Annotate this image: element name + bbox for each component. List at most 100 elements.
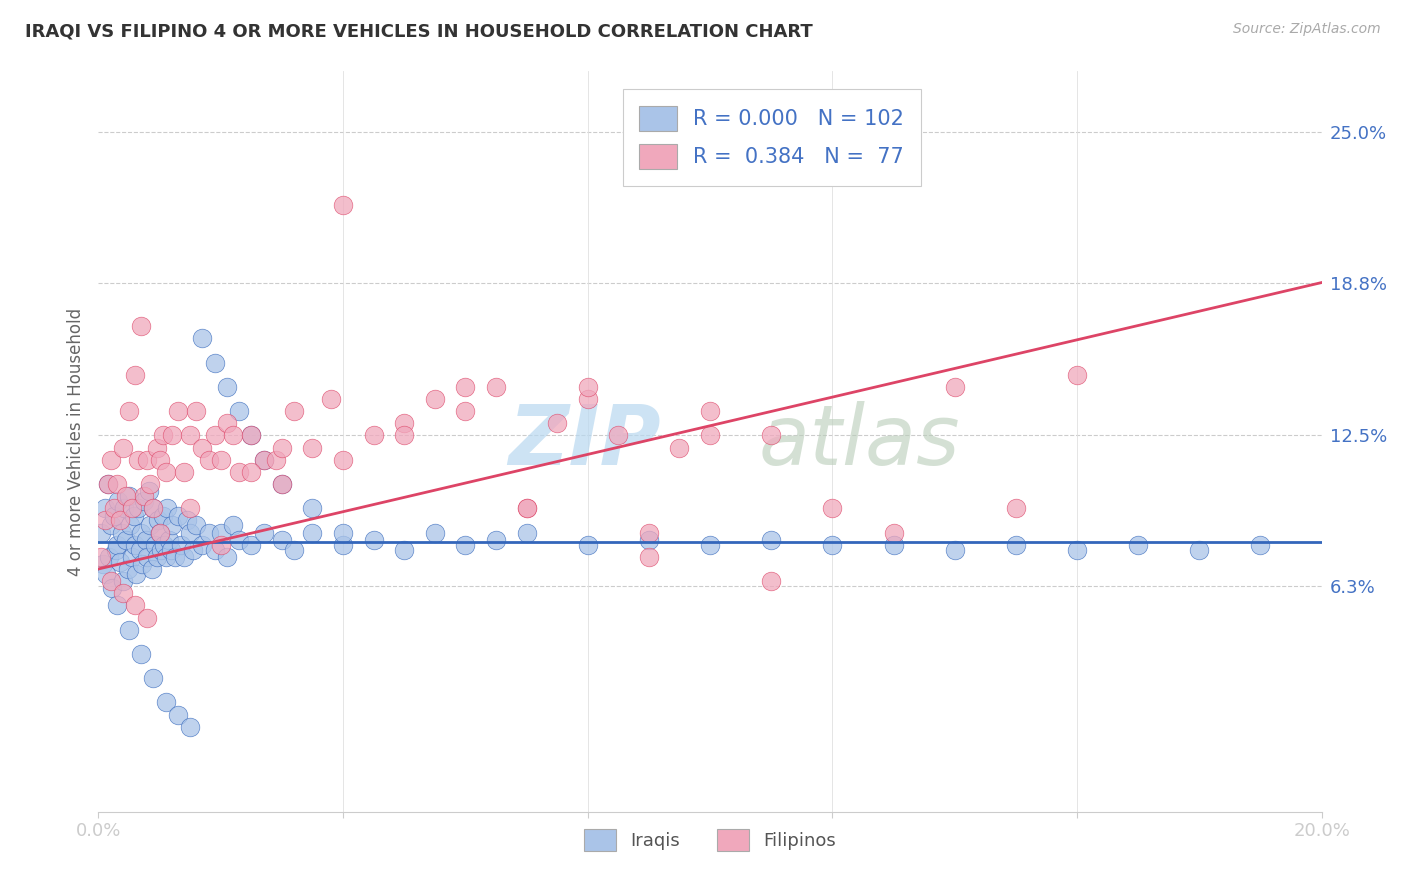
Point bbox=[761, 574, 783, 588]
Point bbox=[105, 599, 128, 613]
Point bbox=[1188, 542, 1211, 557]
Point bbox=[228, 404, 250, 418]
Point bbox=[170, 538, 193, 552]
Point bbox=[167, 508, 190, 523]
Point bbox=[105, 538, 128, 552]
Point bbox=[176, 513, 198, 527]
Point bbox=[222, 518, 245, 533]
Point bbox=[332, 525, 354, 540]
Point bbox=[204, 356, 226, 370]
Point bbox=[332, 198, 354, 212]
Point bbox=[423, 392, 446, 406]
Point bbox=[173, 465, 195, 479]
Point bbox=[209, 525, 232, 540]
Point bbox=[157, 533, 180, 547]
Point bbox=[136, 452, 159, 467]
Point bbox=[454, 380, 477, 394]
Point bbox=[142, 671, 165, 685]
Point bbox=[283, 542, 305, 557]
Point bbox=[668, 441, 690, 455]
Point bbox=[222, 428, 245, 442]
Point bbox=[149, 452, 172, 467]
Point bbox=[167, 404, 190, 418]
Point bbox=[215, 549, 238, 564]
Point bbox=[191, 331, 214, 345]
Point bbox=[149, 525, 172, 540]
Point bbox=[516, 525, 538, 540]
Point bbox=[883, 525, 905, 540]
Point bbox=[215, 380, 238, 394]
Point bbox=[699, 428, 721, 442]
Point bbox=[136, 549, 159, 564]
Point bbox=[167, 707, 190, 722]
Point bbox=[392, 417, 416, 431]
Point bbox=[576, 538, 599, 552]
Point bbox=[152, 428, 174, 442]
Point bbox=[103, 508, 125, 523]
Point bbox=[270, 533, 294, 547]
Point bbox=[97, 477, 120, 491]
Point bbox=[186, 518, 208, 533]
Point bbox=[179, 428, 201, 442]
Point bbox=[179, 525, 201, 540]
Point bbox=[240, 465, 263, 479]
Point bbox=[129, 525, 152, 540]
Point bbox=[163, 549, 186, 564]
Point bbox=[191, 538, 214, 552]
Point bbox=[883, 538, 905, 552]
Point bbox=[179, 501, 201, 516]
Point bbox=[142, 501, 165, 516]
Point bbox=[637, 549, 661, 564]
Point bbox=[160, 428, 183, 442]
Point bbox=[283, 404, 305, 418]
Point bbox=[108, 513, 131, 527]
Point bbox=[516, 501, 538, 516]
Point bbox=[149, 542, 172, 557]
Point bbox=[204, 542, 226, 557]
Point bbox=[105, 477, 128, 491]
Point bbox=[252, 525, 274, 540]
Y-axis label: 4 or more Vehicles in Household: 4 or more Vehicles in Household bbox=[66, 308, 84, 575]
Point bbox=[145, 549, 167, 564]
Point bbox=[516, 501, 538, 516]
Point bbox=[139, 477, 162, 491]
Point bbox=[131, 557, 153, 571]
Point bbox=[155, 465, 177, 479]
Point bbox=[637, 533, 661, 547]
Point bbox=[270, 477, 294, 491]
Point bbox=[576, 392, 599, 406]
Point bbox=[149, 525, 172, 540]
Point bbox=[103, 501, 125, 516]
Point bbox=[124, 538, 146, 552]
Point bbox=[637, 525, 661, 540]
Point bbox=[1250, 538, 1272, 552]
Point bbox=[821, 538, 844, 552]
Point bbox=[699, 538, 721, 552]
Point bbox=[423, 525, 446, 540]
Point bbox=[118, 489, 141, 503]
Point bbox=[454, 404, 477, 418]
Point bbox=[100, 452, 122, 467]
Point bbox=[143, 538, 166, 552]
Point bbox=[107, 494, 129, 508]
Point bbox=[129, 319, 152, 334]
Point bbox=[240, 538, 263, 552]
Point bbox=[1066, 542, 1088, 557]
Point bbox=[228, 533, 250, 547]
Point bbox=[104, 542, 127, 557]
Point bbox=[485, 533, 508, 547]
Point bbox=[363, 428, 385, 442]
Point bbox=[252, 452, 274, 467]
Point bbox=[90, 525, 112, 540]
Point bbox=[118, 623, 141, 637]
Point bbox=[124, 368, 146, 382]
Point bbox=[332, 538, 354, 552]
Point bbox=[209, 452, 232, 467]
Point bbox=[93, 501, 115, 516]
Point bbox=[270, 441, 294, 455]
Point bbox=[761, 533, 783, 547]
Point bbox=[191, 441, 214, 455]
Point bbox=[142, 501, 165, 516]
Point bbox=[363, 533, 385, 547]
Point bbox=[135, 533, 157, 547]
